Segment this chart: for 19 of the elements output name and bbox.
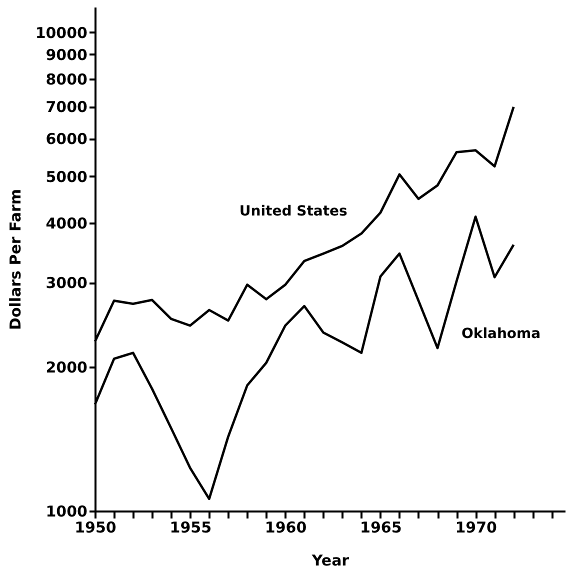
y-tick-label: 4000 xyxy=(46,214,88,232)
y-tick-label: 5000 xyxy=(46,168,88,186)
y-axis-title: Dollars Per Farm xyxy=(6,188,24,330)
x-tick-label: 1950 xyxy=(74,518,116,536)
x-tick-label: 1965 xyxy=(360,518,402,536)
x-axis-title: Year xyxy=(310,552,350,570)
x-tick-label: 1955 xyxy=(170,518,212,536)
y-tick-label: 1000 xyxy=(46,502,88,520)
y-tick-label: 3000 xyxy=(46,274,88,292)
y-tick-label: 8000 xyxy=(46,70,88,88)
x-tick-label: 1960 xyxy=(264,518,307,536)
series-label: Oklahoma xyxy=(462,326,541,342)
y-tick-label: 9000 xyxy=(46,46,88,64)
x-tick-label: 1970 xyxy=(455,518,497,536)
y-tick-label: 7000 xyxy=(46,98,88,116)
y-tick-label: 2000 xyxy=(46,358,88,376)
y-tick-label: 10000 xyxy=(35,24,88,42)
y-tick-label: 6000 xyxy=(46,130,88,148)
series-label: United States xyxy=(239,204,348,220)
